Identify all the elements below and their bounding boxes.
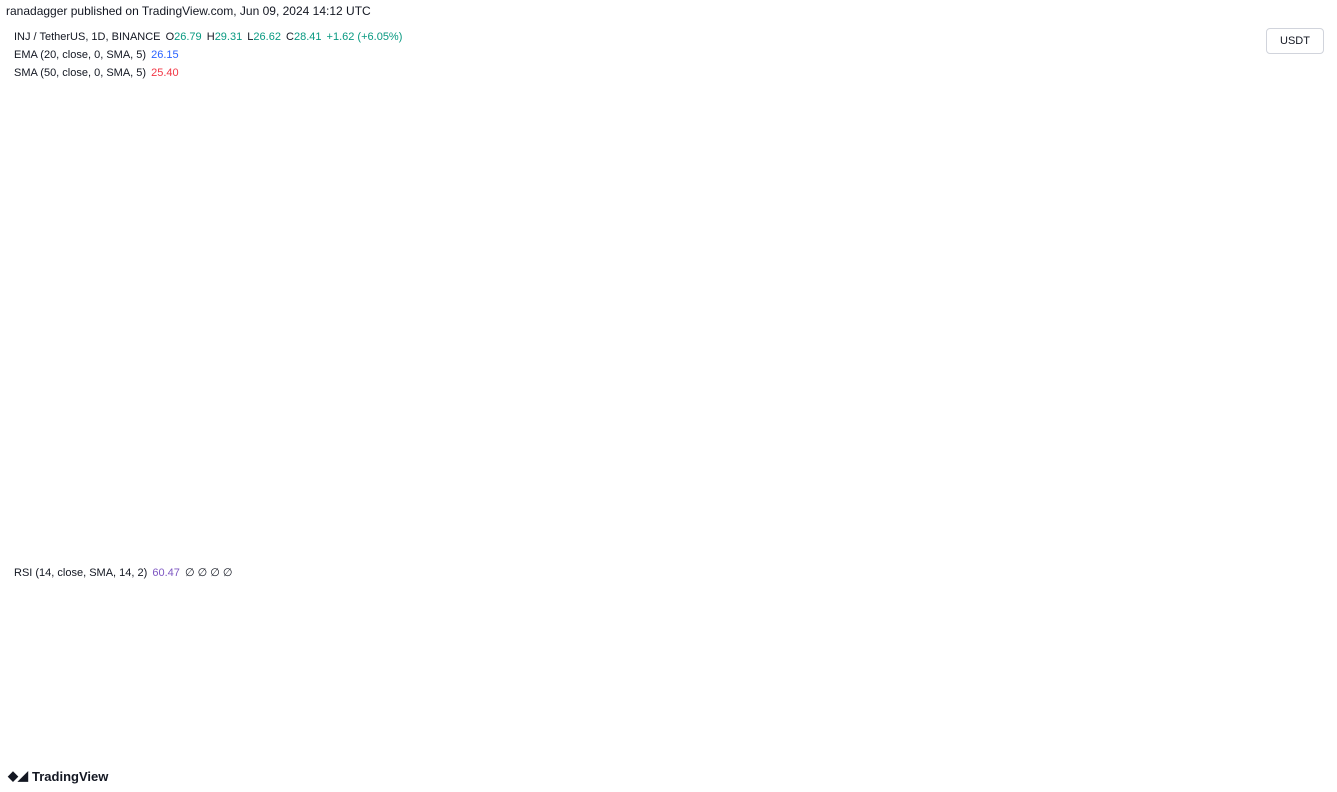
symbol-label: INJ / TetherUS, 1D, BINANCE — [14, 31, 161, 43]
rsi-tick-label: 80.00 — [1270, 582, 1298, 594]
sma-ma-name-text: SMA:MA — [1214, 375, 1258, 387]
ohlc-open: O26.79 — [165, 31, 202, 43]
rsi-legend: RSI (14, close, SMA, 14, 2) 60.47 ∅ ∅ ∅ … — [14, 566, 232, 579]
price-tick-label: 12.00 — [1270, 490, 1298, 502]
price-tick-label: 16.00 — [1270, 446, 1298, 458]
tv-logo-icon: ◆◢ — [8, 768, 28, 783]
sma-ma-price-label: 25.40 — [1270, 375, 1298, 387]
time-tick-label: Mar — [646, 742, 665, 754]
time-tick-label: Apr — [809, 742, 826, 754]
ema-name-text: EMA — [1230, 357, 1255, 369]
price-tick-label: 32.00 — [1270, 273, 1298, 285]
sma-legend-label: SMA (50, close, 0, SMA, 5) — [14, 67, 147, 79]
price-tick-label: 52.00 — [1270, 56, 1298, 68]
price-tick-label: 40.00 — [1270, 186, 1298, 198]
price-tick-label: 44.00 — [1270, 143, 1298, 155]
time-tick-label: 17 — [1214, 742, 1226, 754]
support-callout-line1: Support line of — [1011, 443, 1083, 455]
injusdt-name-tag — [1200, 308, 1258, 325]
tradingview-logo[interactable]: ◆◢ TradingView — [8, 768, 108, 784]
alert-lightning-icon — [1158, 533, 1178, 553]
ohlc-high: H29.31 — [206, 31, 243, 43]
symbol-legend: INJ / TetherUS, 1D, BINANCE O26.79 H29.3… — [14, 31, 402, 43]
resistance-price-label: 29.93 — [1273, 295, 1301, 307]
sma-legend: SMA (50, close, 0, SMA, 5) 25.40 — [14, 67, 179, 79]
rsi-line — [7, 560, 1179, 722]
ema-legend: EMA (20, close, 0, SMA, 5) 26.15 — [14, 49, 179, 61]
ema-name-tag — [1226, 354, 1258, 370]
currency-button[interactable]: USDT — [1266, 28, 1324, 54]
rsi-legend-extra: ∅ ∅ ∅ ∅ — [184, 567, 233, 579]
support-callout-line2: the ascending triangle — [992, 457, 1100, 469]
price-tick-label: 36.00 — [1270, 229, 1298, 241]
injusdt-price-label-bg — [1264, 308, 1324, 355]
ohlc-low: L26.62 — [247, 31, 281, 43]
price-tick-label: 20.00 — [1270, 403, 1298, 415]
countdown-label: 09:47:55 — [1270, 340, 1313, 352]
sma-legend-value: 25.40 — [151, 67, 179, 79]
ohlc-change: +1.62 (+6.05%) — [326, 31, 403, 43]
injusdt-price-label: 28.41 — [1270, 312, 1298, 324]
price-tick-label: 8.00 — [1270, 533, 1291, 545]
time-tick-label: May — [964, 742, 985, 754]
rsi-legend-label: RSI (14, close, SMA, 14, 2) — [14, 567, 148, 579]
price-tick-label: 24.00 — [1270, 360, 1298, 372]
price-tick-label: 48.00 — [1270, 99, 1298, 111]
main-pane-frame — [7, 21, 1263, 554]
price-tick-label: 28.00 — [1270, 316, 1298, 328]
ema-price-label-bg — [1264, 354, 1324, 370]
sma-ma-name-tag — [1214, 372, 1258, 388]
ohlc-close: C28.41 — [286, 31, 322, 43]
rsi-value-label: 60.47 — [1268, 631, 1296, 643]
change-pct-label: +98.09% — [1270, 326, 1314, 338]
price-line — [7, 69, 1179, 469]
rsi-name-text: RSI — [1239, 631, 1257, 643]
publisher-header: ranadagger published on TradingView.com,… — [6, 4, 371, 18]
time-tick-label: Jun — [1128, 742, 1146, 754]
time-tick-label: Feb — [495, 742, 514, 754]
rsi-name-tag — [1236, 627, 1260, 644]
tv-brand-label: TradingView — [32, 768, 109, 784]
injusdt-name-text: INJUSDT — [1206, 312, 1253, 324]
support-line — [880, 347, 1221, 431]
ema-legend-value: 26.15 — [151, 49, 179, 61]
lightning-glyph: ⚡ — [1161, 537, 1175, 550]
rsi-band — [8, 612, 1262, 712]
time-tick-label: 2024 — [330, 742, 355, 754]
ema-legend-label: EMA (20, close, 0, SMA, 5) — [14, 49, 147, 61]
sma-line — [7, 200, 1179, 531]
sma-ma-price-label-bg — [1264, 372, 1324, 388]
rsi-value-label-bg — [1264, 627, 1306, 644]
ema-line — [7, 162, 1179, 502]
resistance-price-label-bg — [1264, 291, 1310, 310]
rsi-legend-value: 60.47 — [152, 567, 180, 579]
ema-price-label: 26.15 — [1270, 357, 1298, 369]
rsi-tick-label: 40.00 — [1270, 682, 1298, 694]
time-tick-label: Dec — [171, 742, 191, 754]
support-callout-box — [981, 419, 1109, 477]
